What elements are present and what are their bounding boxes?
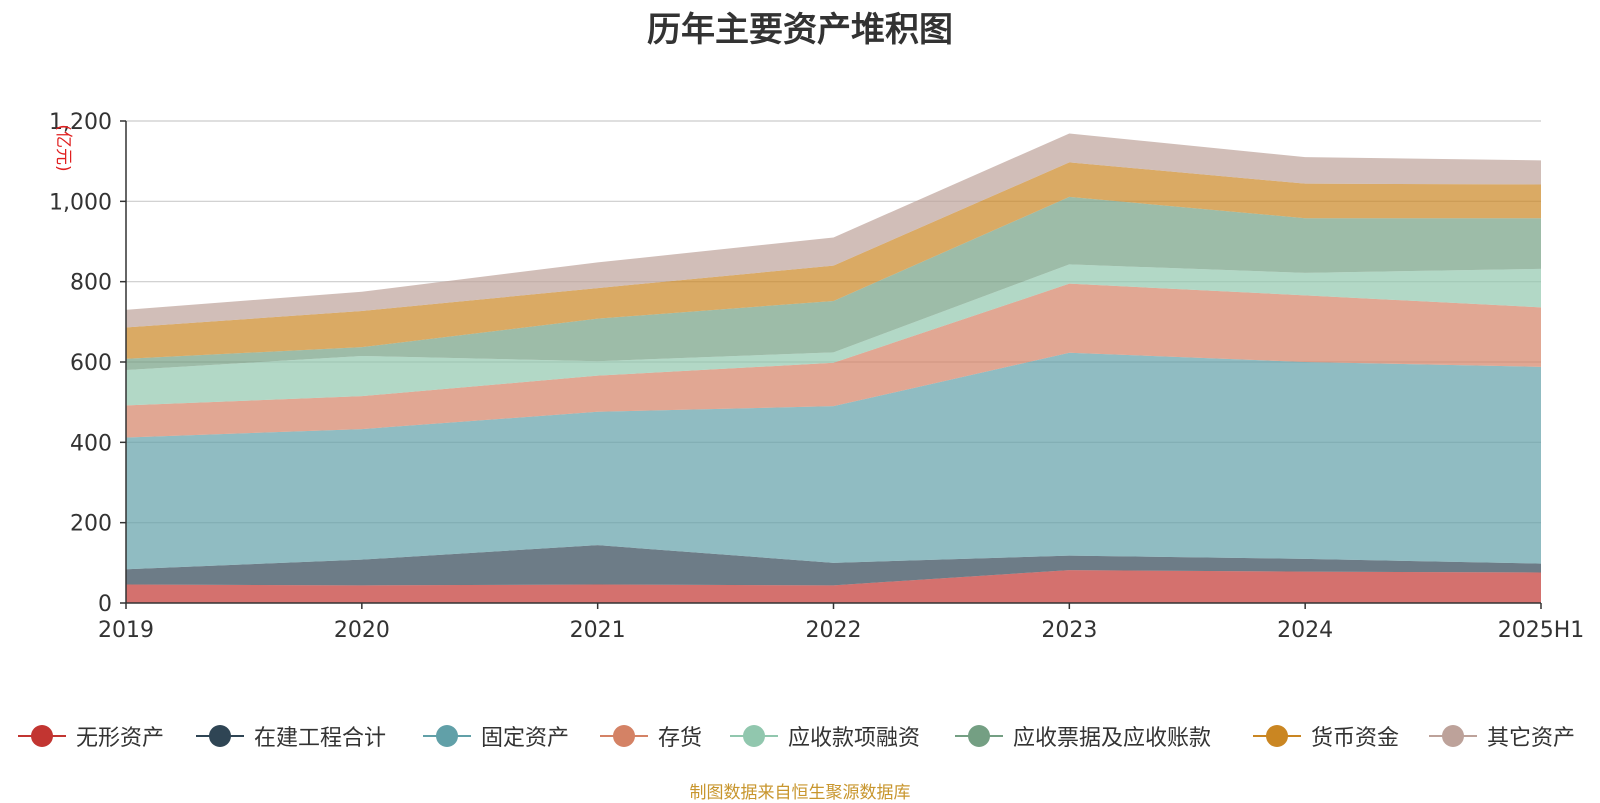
x-tick-labels: 2019 2020 2021 2022 2023 2024 2025H1: [98, 618, 1584, 643]
legend-item-4[interactable]: 存货: [600, 718, 702, 754]
area-series-6: [126, 196, 1541, 371]
legend-item-6[interactable]: 应收票据及应收账款: [955, 718, 1211, 754]
legend-marker-icon: [730, 724, 778, 748]
y-tick-label: 1,200: [49, 110, 112, 135]
legend-marker-icon: [1429, 724, 1477, 748]
legend-label: 存货: [658, 726, 703, 751]
y-tick-label: 1,000: [49, 190, 112, 215]
legend-marker-icon: [1253, 724, 1301, 748]
legend-item-1[interactable]: 无形资产: [18, 718, 164, 754]
x-tick-label: 2023: [1041, 618, 1097, 643]
x-tick-label: 2025H1: [1498, 618, 1585, 643]
y-tick-label: 0: [98, 592, 112, 617]
legend-label: 固定资产: [481, 726, 570, 751]
area-series-5: [126, 264, 1541, 406]
y-tick-label: 600: [70, 351, 112, 376]
legend-marker-icon: [196, 724, 244, 748]
x-tick-label: 2024: [1277, 618, 1333, 643]
y-tick-label: 200: [70, 512, 112, 537]
area-series-1: [126, 570, 1541, 603]
legend-label: 应收票据及应收账款: [1013, 726, 1212, 751]
area-series-8: [126, 133, 1541, 328]
legend: 无形资产 在建工程合计 固定资产 存货 应收款项融资 应收票据及应收账款 货币资金 其它资产: [0, 718, 1600, 754]
source-note: 制图数据来自恒生聚源数据库: [689, 783, 911, 803]
x-tick-label: 2021: [570, 618, 626, 643]
legend-marker-icon: [600, 724, 648, 748]
legend-item-3[interactable]: 固定资产: [423, 718, 569, 754]
legend-marker-icon: [423, 724, 471, 748]
legend-item-2[interactable]: 在建工程合计: [196, 718, 386, 754]
area-series-7: [126, 162, 1541, 359]
legend-item-7[interactable]: 货币资金: [1253, 718, 1399, 754]
legend-label: 其它资产: [1487, 726, 1576, 751]
area-series-4: [126, 283, 1541, 438]
x-tick-label: 2022: [806, 618, 862, 643]
legend-label: 在建工程合计: [254, 726, 387, 751]
legend-marker-icon: [955, 724, 1003, 748]
legend-item-8[interactable]: 其它资产: [1429, 718, 1575, 754]
legend-label: 无形资产: [76, 726, 165, 751]
y-tick-label: 800: [70, 271, 112, 296]
legend-label: 货币资金: [1311, 726, 1400, 751]
area-series-2: [126, 545, 1541, 586]
axes: [120, 120, 1542, 609]
x-tick-label: 2020: [334, 618, 390, 643]
area-series-group: [126, 133, 1541, 603]
legend-marker-icon: [18, 724, 66, 748]
x-tick-label: 2019: [98, 618, 154, 643]
legend-label: 应收款项融资: [788, 726, 921, 751]
y-unit-label: (亿元): [53, 124, 73, 171]
area-series-3: [126, 352, 1541, 570]
chart-title: 历年主要资产堆积图: [647, 10, 953, 50]
y-tick-labels: 0 200 400 600 800 1,000 1,200: [49, 110, 112, 617]
y-tick-label: 400: [70, 431, 112, 456]
stacked-area-chart: 0 200 400 600 800 1,000 1,200 2019 2020 2021 2022…: [49, 110, 1584, 643]
legend-item-5[interactable]: 应收款项融资: [730, 718, 920, 754]
